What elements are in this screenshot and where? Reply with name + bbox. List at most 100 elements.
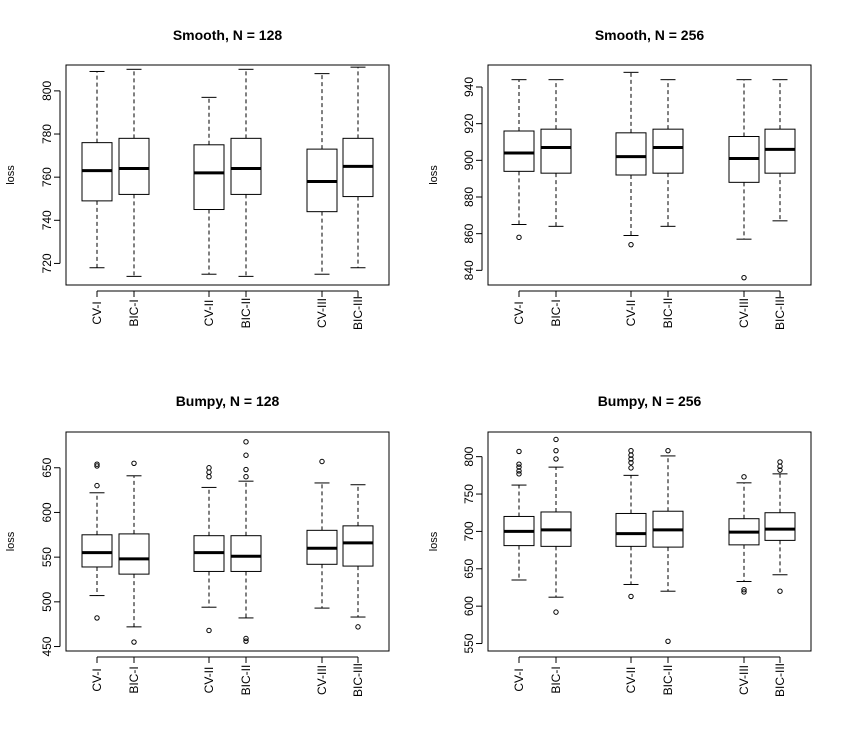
box-CV-I: CV-I — [81, 70, 113, 325]
outlier-point — [553, 436, 559, 443]
outlier-point — [243, 638, 249, 644]
iqr-box — [342, 525, 374, 567]
category-label: BIC-III — [773, 663, 787, 697]
category-label: CV-II — [202, 300, 216, 327]
panel-2: Smooth, N = 256 840 860 880 900 920 940 loss CV-… — [428, 27, 812, 330]
box-BIC-I: BIC-I — [118, 68, 150, 327]
outlier-point — [628, 465, 634, 471]
y-tick-label: 450 — [40, 636, 54, 656]
outlier-point — [131, 460, 137, 466]
y-tick-label: 840 — [462, 260, 476, 280]
outlier-point — [741, 589, 747, 595]
category-label: BIC-III — [351, 663, 365, 697]
plot-frame — [487, 64, 812, 286]
category-label: CV-III — [737, 665, 751, 695]
category-label: CV-II — [202, 667, 216, 694]
box-BIC-II: BIC-II — [230, 439, 262, 695]
box-CV-II: CV-II — [615, 447, 647, 694]
outlier-point — [628, 447, 634, 454]
category-label: BIC-I — [127, 666, 141, 693]
y-axis-label: loss — [5, 531, 17, 551]
outlier-point — [741, 474, 747, 480]
iqr-box — [764, 512, 796, 541]
y-tick-label: 700 — [462, 521, 476, 541]
outlier-point — [665, 447, 671, 454]
outlier-point — [628, 593, 634, 600]
box-BIC-II: BIC-II — [230, 68, 262, 329]
panel-title: Smooth, N = 128 — [173, 27, 283, 43]
y-tick-label: 940 — [462, 77, 476, 97]
outlier-point — [628, 241, 634, 248]
category-label: BIC-III — [773, 296, 787, 330]
iqr-box — [230, 535, 262, 572]
box-BIC-I: BIC-I — [540, 436, 572, 694]
iqr-box — [193, 144, 225, 211]
iqr-box — [118, 137, 150, 195]
category-label: CV-III — [315, 665, 329, 695]
outlier-point — [206, 469, 212, 475]
iqr-box — [615, 512, 647, 547]
outlier-point — [243, 473, 249, 480]
box-CV-II: CV-II — [193, 465, 225, 694]
box-BIC-III: BIC-III — [342, 484, 374, 697]
y-tick-label: 550 — [462, 633, 476, 653]
outlier-point — [94, 463, 100, 469]
box-BIC-III: BIC-III — [342, 66, 374, 330]
panel-title: Bumpy, N = 128 — [176, 393, 280, 409]
outlier-point — [777, 588, 783, 594]
category-label: CV-I — [90, 668, 104, 691]
y-axis-label: loss — [428, 531, 440, 551]
y-tick-label: 880 — [462, 187, 476, 207]
y-tick-label: 720 — [40, 253, 54, 273]
outlier-point — [206, 627, 212, 634]
panel-title: Bumpy, N = 256 — [598, 393, 702, 409]
y-tick-label: 780 — [40, 124, 54, 144]
outlier-point — [553, 456, 559, 462]
outlier-point — [516, 468, 522, 474]
iqr-box — [764, 128, 796, 174]
outlier-point — [94, 461, 100, 467]
y-tick-label: 600 — [462, 596, 476, 616]
y-tick-label: 740 — [40, 210, 54, 230]
panel-4: Bumpy, N = 256 550 600 650 700 750 800 loss CV-I… — [428, 393, 812, 697]
outlier-point — [516, 471, 522, 477]
category-label: CV-II — [624, 667, 638, 694]
outlier-point — [355, 624, 361, 630]
category-label: CV-III — [737, 298, 751, 328]
box-CV-III: CV-III — [728, 474, 760, 695]
category-label: CV-I — [512, 668, 526, 691]
box-BIC-III: BIC-III — [764, 79, 796, 330]
outlier-point — [553, 609, 559, 615]
y-tick-label: 750 — [462, 484, 476, 504]
outlier-point — [777, 467, 783, 473]
outlier-point — [206, 465, 212, 471]
y-tick-label: 900 — [462, 150, 476, 170]
outlier-point — [553, 447, 559, 454]
box-CV-II: CV-II — [615, 71, 647, 326]
box-BIC-II: BIC-II — [652, 447, 684, 696]
category-label: CV-I — [512, 301, 526, 324]
outlier-point — [94, 482, 100, 489]
outlier-point — [628, 456, 634, 462]
category-label: BIC-II — [661, 298, 675, 329]
iqr-box — [81, 534, 113, 568]
y-tick-label: 650 — [40, 457, 54, 477]
panel-1: Smooth, N = 128 720 740 760 780 800 loss CV-I BI… — [5, 27, 390, 330]
y-tick-label: 600 — [40, 502, 54, 522]
iqr-box — [230, 137, 262, 195]
box-BIC-III: BIC-III — [764, 459, 796, 697]
category-label: BIC-II — [239, 298, 253, 329]
iqr-box — [652, 128, 684, 174]
iqr-box — [503, 130, 535, 172]
category-label: CV-III — [315, 298, 329, 328]
category-label: BIC-I — [549, 299, 563, 326]
plot-frame — [487, 431, 812, 652]
y-tick-label: 650 — [462, 558, 476, 578]
y-tick-label: 800 — [40, 81, 54, 101]
category-label: BIC-II — [661, 665, 675, 696]
box-CV-III: CV-III — [306, 458, 338, 695]
y-tick-label: 500 — [40, 592, 54, 612]
outlier-point — [741, 587, 747, 593]
outlier-point — [741, 274, 747, 281]
